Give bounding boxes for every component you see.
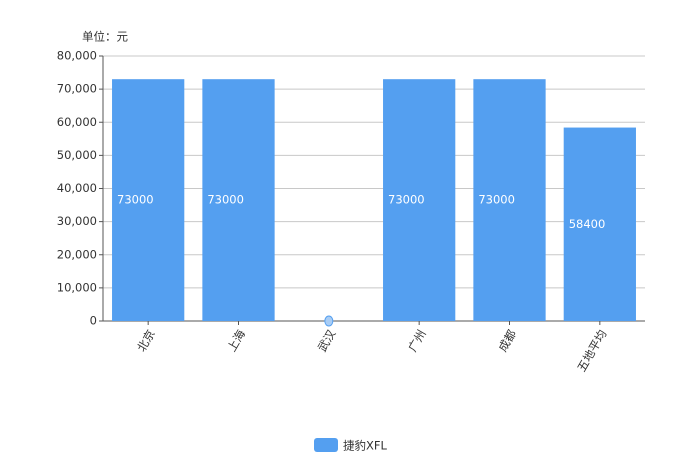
value-label: 73000 — [117, 193, 154, 207]
x-tick-label: 成都 — [496, 327, 520, 354]
x-tick-label: 武汉 — [315, 327, 339, 354]
y-tick-label: 30,000 — [57, 214, 97, 228]
y-tick-label: 0 — [90, 314, 97, 328]
x-tick-label: 北京 — [134, 327, 158, 354]
unit-label: 单位：元 — [82, 30, 128, 44]
bar — [473, 79, 546, 321]
y-tick-label: 80,000 — [57, 49, 97, 63]
y-tick-label: 70,000 — [57, 82, 97, 96]
x-tick-label: 广州 — [405, 327, 429, 354]
bar — [112, 79, 185, 321]
y-tick-label: 40,000 — [57, 181, 97, 195]
bar — [383, 79, 456, 321]
bar — [563, 127, 636, 321]
y-tick-label: 50,000 — [57, 148, 97, 162]
bar — [202, 79, 275, 321]
x-tick-label: 五地平均 — [574, 327, 609, 374]
legend-swatch — [314, 438, 338, 452]
y-tick-label: 60,000 — [57, 115, 97, 129]
value-label: 73000 — [388, 193, 425, 207]
x-tick-label: 上海 — [225, 327, 249, 354]
value-label: 58400 — [569, 217, 606, 231]
y-tick-label: 10,000 — [57, 280, 97, 294]
value-label: 73000 — [207, 193, 244, 207]
value-label: 73000 — [478, 193, 515, 207]
bar-zero-marker — [324, 315, 334, 327]
y-tick-label: 20,000 — [57, 247, 97, 261]
legend-label: 捷豹XFL — [343, 439, 387, 453]
